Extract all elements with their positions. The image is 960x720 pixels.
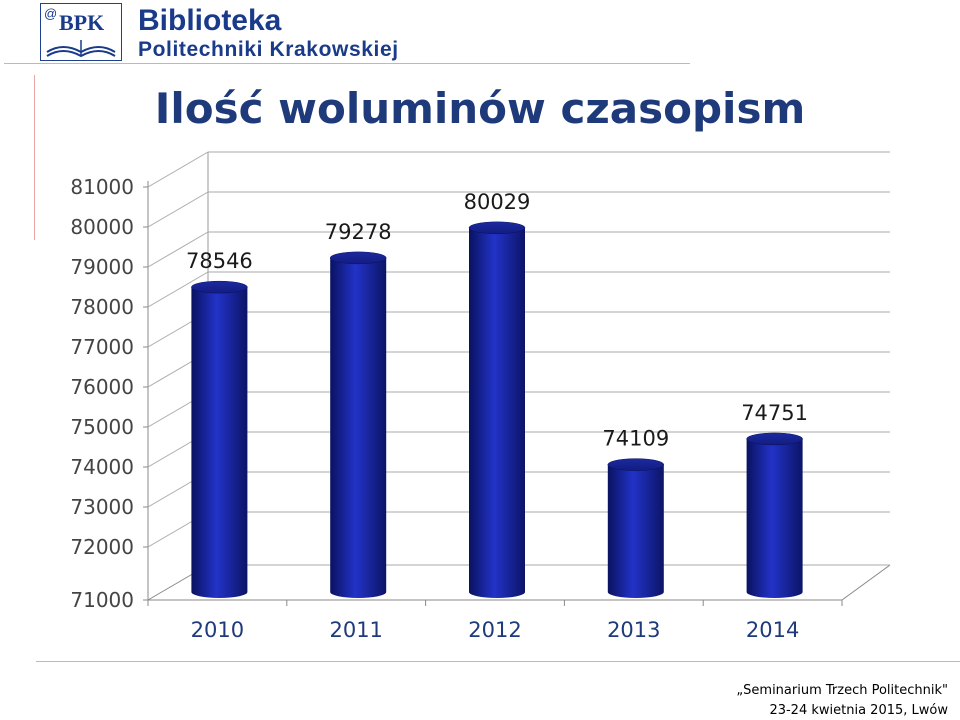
page-title: Ilość woluminów czasopism	[154, 84, 806, 133]
gridline-diagonal	[147, 191, 209, 228]
footer-date: 23-24 kwietnia 2015, Lwów	[769, 703, 948, 718]
brand-name: Biblioteka	[138, 4, 282, 37]
data-label: 79278	[325, 220, 392, 244]
x-tick-label: 2012	[468, 618, 521, 640]
gridline-diagonal	[147, 151, 209, 188]
gridline-diagonal	[147, 231, 209, 268]
left-divider	[34, 75, 35, 240]
logo-at-symbol: @	[44, 6, 58, 21]
bar-cap	[746, 432, 803, 446]
y-tick-label: 77000	[70, 335, 134, 359]
bar	[746, 432, 803, 598]
chart-labels: 71000 72000 73000 74000 75000 76000 77000 78000…	[70, 175, 808, 640]
x-tick-label: 2014	[746, 618, 799, 640]
data-label: 74751	[741, 401, 808, 425]
y-tick-label: 75000	[70, 415, 134, 439]
bar	[191, 280, 248, 598]
footer-event: „Seminarium Trzech Politechnik"	[736, 683, 948, 698]
bar-body	[746, 438, 803, 598]
gridline-diagonal	[147, 271, 209, 308]
y-tick-label: 78000	[70, 295, 134, 319]
data-label: 80029	[464, 190, 531, 214]
y-tick-label: 73000	[70, 495, 134, 519]
bar	[329, 251, 387, 598]
floor-right-edge	[841, 564, 891, 601]
chart-bars	[191, 221, 803, 598]
bar-chart: 71000 72000 73000 74000 75000 76000 77000 78000…	[70, 151, 891, 640]
bar-cap	[607, 458, 665, 471]
bar	[468, 221, 526, 598]
y-tick-label: 71000	[70, 588, 134, 612]
bar-body	[330, 257, 387, 598]
bar-body	[191, 287, 248, 598]
bar	[607, 458, 665, 598]
bar-cap	[468, 221, 526, 235]
y-tick-label: 80000	[70, 215, 134, 239]
x-tick-label: 2011	[329, 618, 382, 640]
bar-cap	[329, 251, 387, 265]
footer-divider	[36, 661, 960, 662]
bar-body	[469, 227, 525, 598]
logo-text: BPK	[59, 10, 105, 35]
logo: @ BPK	[40, 3, 122, 61]
x-tick-label: 2013	[607, 618, 660, 640]
y-tick-label: 81000	[70, 175, 134, 199]
y-tick-label: 74000	[70, 455, 134, 479]
bar-body	[607, 464, 664, 598]
header-divider	[4, 63, 690, 64]
x-tick-label: 2010	[191, 618, 244, 640]
data-label: 74109	[602, 427, 669, 451]
book-icon	[46, 40, 116, 58]
y-tick-label: 72000	[70, 535, 134, 559]
bar-cap	[191, 280, 248, 294]
y-tick-label: 79000	[70, 255, 134, 279]
brand-subtitle: Politechniki Krakowskiej	[138, 38, 399, 61]
y-tick-label: 76000	[70, 375, 134, 399]
data-label: 78546	[186, 249, 253, 273]
